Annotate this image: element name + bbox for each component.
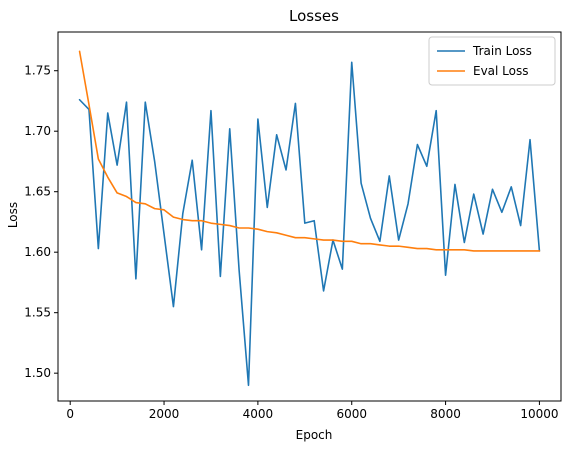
- x-tick-label: 6000: [336, 407, 367, 421]
- y-tick-label: 1.50: [24, 366, 51, 380]
- legend-label-eval-loss: Eval Loss: [473, 64, 529, 78]
- x-tick-label: 10000: [520, 407, 558, 421]
- axes-frame: [57, 31, 562, 402]
- x-tick-label: 0: [66, 407, 74, 421]
- y-tick-label: 1.70: [24, 124, 51, 138]
- x-axis-label: Epoch: [296, 428, 333, 442]
- eval-loss-line: [78, 50, 541, 252]
- x-tick-label: 4000: [243, 407, 274, 421]
- chart-title: Losses: [289, 7, 339, 25]
- y-tick-label: 1.65: [24, 185, 51, 199]
- y-tick-label: 1.60: [24, 245, 51, 259]
- legend-box: [428, 36, 556, 86]
- y-axis-label: Loss: [6, 202, 20, 228]
- plot-area: 0 2000 4000 6000 8000 10000 1.50 1.55 1.60 1.65 1.…: [24, 31, 562, 421]
- x-tick-label: 8000: [430, 407, 461, 421]
- legend-label-train-loss: Train Loss: [472, 44, 532, 58]
- y-tick-label: 1.75: [24, 64, 51, 78]
- train-loss-line: [78, 61, 541, 387]
- y-tick-label: 1.55: [24, 306, 51, 320]
- x-tick-label: 2000: [149, 407, 180, 421]
